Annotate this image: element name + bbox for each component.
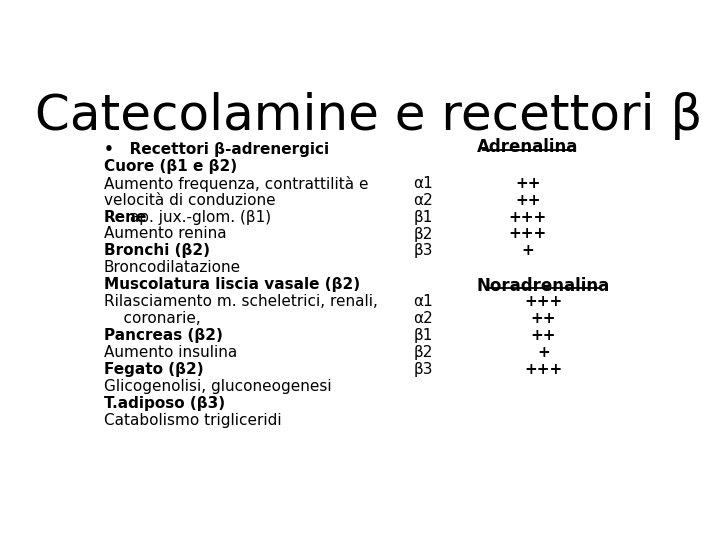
Text: β3: β3 (413, 362, 433, 377)
Text: Bronchi (β2): Bronchi (β2) (104, 244, 210, 259)
Text: T.adiposo (β3): T.adiposo (β3) (104, 396, 225, 411)
Text: Noradrenalina: Noradrenalina (477, 276, 610, 294)
Text: Adrenalina: Adrenalina (477, 138, 579, 156)
Text: Catabolismo trigliceridi: Catabolismo trigliceridi (104, 413, 282, 428)
Text: +: + (537, 345, 550, 360)
Text: α2: α2 (413, 193, 433, 207)
Text: β1: β1 (413, 328, 433, 343)
Text: Broncodilatazione: Broncodilatazione (104, 260, 241, 275)
Text: Aumento insulina: Aumento insulina (104, 345, 237, 360)
Text: +++: +++ (524, 362, 562, 377)
Text: Muscolatura liscia vasale (β2): Muscolatura liscia vasale (β2) (104, 278, 360, 292)
Text: +: + (521, 244, 534, 259)
Text: ap. jux.-glom. (β1): ap. jux.-glom. (β1) (125, 210, 271, 225)
Text: Aumento frequenza, contrattilità e: Aumento frequenza, contrattilità e (104, 176, 369, 192)
Text: Pancreas (β2): Pancreas (β2) (104, 328, 222, 343)
Text: β3: β3 (413, 244, 433, 259)
Text: +++: +++ (524, 294, 562, 309)
Text: β2: β2 (413, 345, 433, 360)
Text: ++: ++ (531, 328, 556, 343)
Text: +++: +++ (509, 210, 547, 225)
Text: ++: ++ (515, 193, 541, 207)
Text: ++: ++ (531, 311, 556, 326)
Text: β1: β1 (413, 210, 433, 225)
Text: •   Recettori β-adrenergici: • Recettori β-adrenergici (104, 142, 329, 157)
Text: Aumento renina: Aumento renina (104, 226, 227, 241)
Text: ++: ++ (515, 176, 541, 191)
Text: Rilasciamento m. scheletrici, renali,: Rilasciamento m. scheletrici, renali, (104, 294, 378, 309)
Text: +++: +++ (509, 226, 547, 241)
Text: velocità di conduzione: velocità di conduzione (104, 193, 276, 207)
Text: Cuore (β1 e β2): Cuore (β1 e β2) (104, 159, 237, 174)
Text: α2: α2 (413, 311, 433, 326)
Text: Catecolamine e recettori β: Catecolamine e recettori β (35, 92, 703, 140)
Text: coronarie,: coronarie, (104, 311, 201, 326)
Text: α1: α1 (413, 294, 433, 309)
Text: Fegato (β2): Fegato (β2) (104, 362, 204, 377)
Text: Glicogenolisi, gluconeogenesi: Glicogenolisi, gluconeogenesi (104, 379, 332, 394)
Text: β2: β2 (413, 226, 433, 241)
Text: Rene: Rene (104, 210, 148, 225)
Text: α1: α1 (413, 176, 433, 191)
